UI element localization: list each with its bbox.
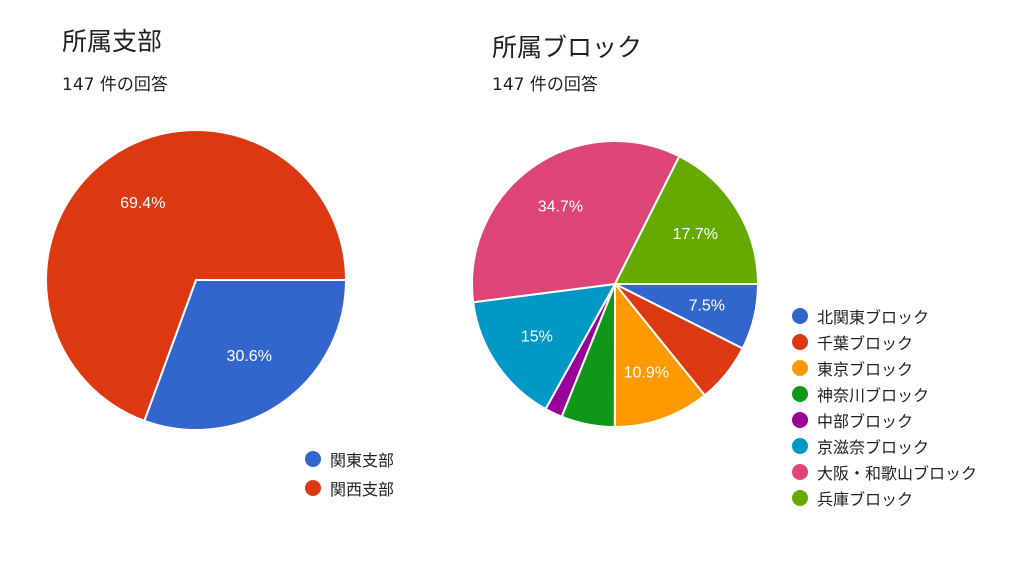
chart-subtitle: 147 件の回答 <box>492 75 598 95</box>
legend-swatch <box>792 490 808 506</box>
pie-slice-label-6: 15% <box>521 328 553 345</box>
pie-slice-2[interactable] <box>45 129 348 423</box>
legend-label: 関東支部 <box>330 450 395 470</box>
chart-subtitle: 147 件の回答 <box>62 75 168 95</box>
legend-label: 東京ブロック <box>817 360 914 379</box>
legend-item[interactable]: 北関東ブロック <box>792 303 977 329</box>
legend-item[interactable]: 京滋奈ブロック <box>792 433 977 459</box>
legend-item[interactable]: 大阪・和歌山ブロック <box>792 459 977 485</box>
legend-swatch <box>792 412 808 428</box>
chart-title: 所属ブロック <box>492 33 643 62</box>
legend-swatch <box>792 464 808 480</box>
legend-swatch <box>792 386 808 402</box>
legend-swatch <box>792 308 808 324</box>
legend-swatch <box>305 450 321 467</box>
pie-chart: 30.6% 69.4% <box>45 129 348 431</box>
legend-swatch <box>792 438 808 454</box>
legend-swatch <box>305 479 321 496</box>
pie-slice-label-1: 7.5% <box>689 297 725 314</box>
pie-slice-1[interactable] <box>143 279 348 431</box>
legend-item[interactable]: 関西支部 <box>305 473 394 502</box>
legend-label: 関西支部 <box>330 479 395 499</box>
pie-slice-7[interactable] <box>471 140 681 304</box>
pie-slice-label-7: 34.7% <box>538 198 583 215</box>
pie-slice-label-3: 10.9% <box>624 365 669 382</box>
legend-label: 中部ブロック <box>817 412 914 431</box>
pie-slice-label-1: 30.6% <box>227 348 272 365</box>
pie-slice-6[interactable] <box>472 282 617 411</box>
chart-panel-affiliation-branch: 所属支部 147 件の回答 30.6% 69.4% 関東支部関西支部 <box>0 0 470 576</box>
legend-label: 千葉ブロック <box>817 334 914 353</box>
chart-panel-affiliation-block: 所属ブロック 147 件の回答 7.5% 10.9% 15% 34.7% 17.7% 北… <box>470 0 1024 576</box>
legend-item[interactable]: 千葉ブロック <box>792 329 977 355</box>
pie-slice-label-8: 17.7% <box>673 226 718 243</box>
legend-label: 北関東ブロック <box>817 308 930 327</box>
legend-swatch <box>792 360 808 376</box>
legend-item[interactable]: 関東支部 <box>305 444 394 473</box>
pie-slice-8[interactable] <box>613 154 760 285</box>
legend-swatch <box>792 334 808 350</box>
legend-item[interactable]: 中部ブロック <box>792 407 977 433</box>
legend-item[interactable]: 兵庫ブロック <box>792 485 977 511</box>
chart-title: 所属支部 <box>62 27 163 56</box>
legend-label: 兵庫ブロック <box>817 490 914 509</box>
pie-slice-3[interactable] <box>613 281 707 429</box>
legend-item[interactable]: 東京ブロック <box>792 355 977 381</box>
pie-slice-label-2: 69.4% <box>120 195 165 212</box>
pie-chart: 7.5% 10.9% 15% 34.7% 17.7% <box>471 140 760 429</box>
legend-label: 京滋奈ブロック <box>817 438 930 457</box>
chart-legend: 関東支部 関西支部 <box>305 444 394 502</box>
legend-item[interactable]: 神奈川ブロック <box>792 381 977 407</box>
legend-label: 神奈川ブロック <box>817 386 930 405</box>
chart-legend: 北関東ブロック 千葉ブロック 東京ブロック 神奈川ブロック 中部ブロック 京滋奈ブロック大… <box>792 303 977 511</box>
legend-label: 大阪・和歌山ブロック <box>817 464 978 483</box>
